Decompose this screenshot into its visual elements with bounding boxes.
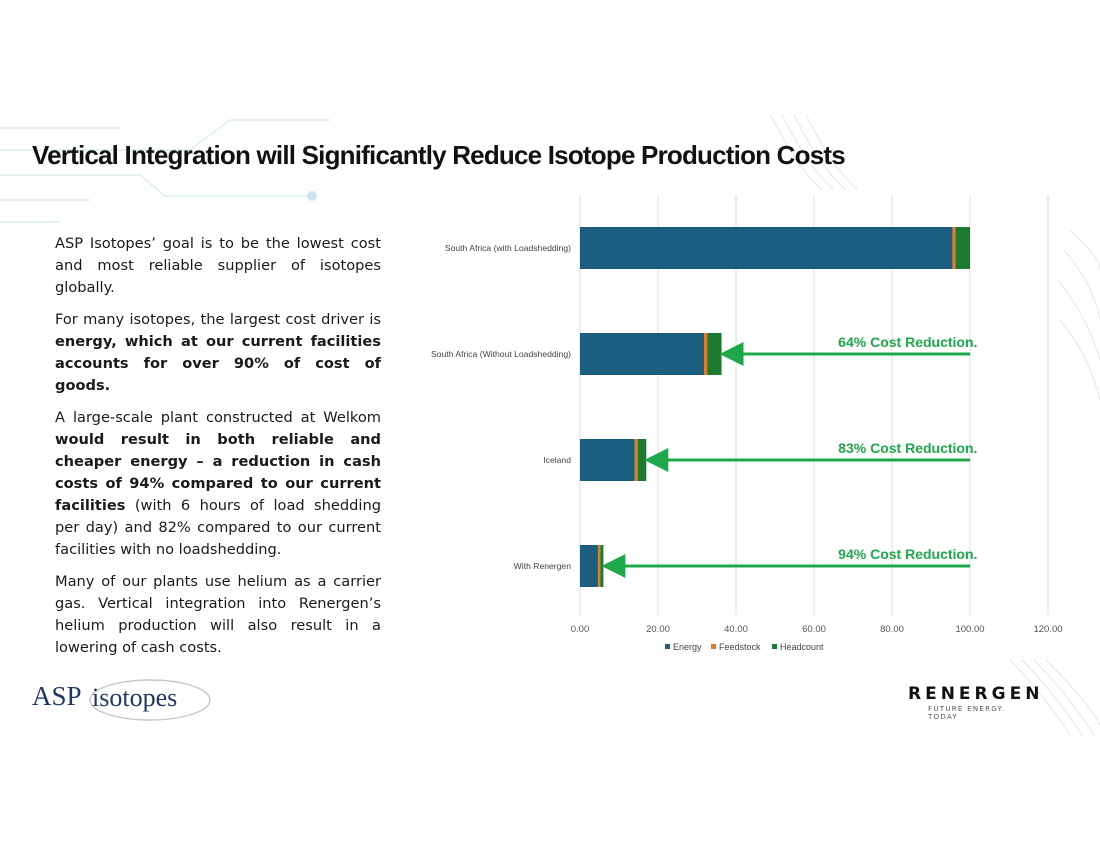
x-tick-label: 100.00	[955, 624, 984, 635]
bar-headcount-south-africa-without-loadshedding	[707, 333, 722, 375]
paragraph-cost-driver-bold: energy, which at our current facilities …	[55, 333, 381, 394]
x-tick-label: 20.00	[646, 624, 670, 635]
x-tick-label: 40.00	[724, 624, 748, 635]
paragraph-goal: ASP Isotopes’ goal is to be the lowest c…	[55, 235, 381, 296]
legend-label: Feedstock	[719, 642, 761, 652]
bar-feedstock-iceland	[634, 439, 638, 481]
paragraph-welkom-tail: (with 6 hours of load shedding per day) …	[55, 497, 381, 558]
paragraph-welkom-bold: would result in both reliable and cheape…	[55, 431, 381, 514]
bar-headcount-iceland	[637, 439, 647, 481]
x-tick-label: 120.00	[1033, 624, 1062, 635]
bar-headcount-with-renergen	[600, 545, 604, 587]
bar-feedstock-south-africa-without-loadshedding	[704, 333, 708, 375]
cost-comparison-chart: 0.00 20.00 40.00 60.00 80.00 100.00 120.00 Sout…	[431, 196, 1063, 652]
bar-energy-south-africa-without-loadshedding	[580, 333, 705, 375]
slide-title: Vertical Integration will Significantly …	[32, 140, 846, 170]
renergen-tagline: FUTURE ENERGY. TODAY	[928, 705, 1006, 721]
bar-energy-south-africa-with-loadshedding	[580, 227, 953, 269]
paragraph-helium: Many of our plants use helium as a carri…	[55, 573, 381, 656]
paragraph-cost-driver: For many isotopes, the largest cost driv…	[55, 309, 381, 397]
category-label: South Africa (Without Loadshedding)	[431, 349, 571, 359]
paragraph-welkom-intro: A large-scale plant constructed at Welko…	[55, 409, 381, 426]
category-label: South Africa (with Loadshedding)	[445, 243, 571, 253]
renergen-wordmark: RENERGEN	[908, 684, 1044, 704]
bar-energy-with-renergen	[580, 545, 598, 587]
reduction-label: 64% Cost Reduction.	[838, 334, 977, 350]
asp-logo-swoosh	[89, 679, 211, 721]
x-tick-label: 60.00	[802, 624, 826, 635]
paragraph-welkom: A large-scale plant constructed at Welko…	[55, 407, 381, 561]
legend-swatch-headcount	[772, 644, 777, 649]
category-label: With Renergen	[514, 561, 572, 571]
asp-logo-text: ASP	[32, 681, 82, 711]
reduction-label: 94% Cost Reduction.	[838, 546, 977, 562]
bar-feedstock-south-africa-with-loadshedding	[952, 227, 956, 269]
x-tick-label: 80.00	[880, 624, 904, 635]
legend-swatch-energy	[665, 644, 670, 649]
bar-feedstock-with-renergen	[597, 545, 601, 587]
legend-label: Headcount	[780, 642, 824, 652]
body-text: ASP Isotopes’ goal is to be the lowest c…	[55, 233, 381, 669]
isotopes-logo-text: isotopes	[92, 683, 178, 712]
legend-label: Energy	[673, 642, 702, 652]
reduction-label: 83% Cost Reduction.	[838, 440, 977, 456]
bar-headcount-south-africa-with-loadshedding	[955, 227, 970, 269]
bar-energy-iceland	[580, 439, 635, 481]
renergen-logo: RENERGEN FUTURE ENERGY. TODAY	[908, 684, 1044, 721]
category-label: Iceland	[543, 455, 571, 465]
paragraph-cost-driver-intro: For many isotopes, the largest cost driv…	[55, 311, 381, 328]
legend-swatch-feedstock	[711, 644, 716, 649]
asp-isotopes-logo: ASP isotopes	[32, 674, 212, 728]
x-tick-label: 0.00	[571, 624, 590, 635]
